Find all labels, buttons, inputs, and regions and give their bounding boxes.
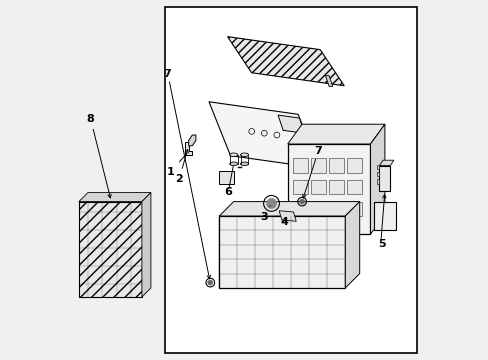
Polygon shape [379, 166, 389, 191]
Bar [310, 202, 325, 216]
Polygon shape [325, 76, 332, 86]
Bar [310, 158, 325, 173]
Text: 6: 6 [224, 187, 232, 197]
Text: 1: 1 [167, 153, 186, 177]
Polygon shape [345, 202, 359, 288]
Text: 5: 5 [378, 239, 385, 249]
Polygon shape [379, 160, 393, 166]
Ellipse shape [240, 162, 248, 166]
Text: 2: 2 [175, 149, 188, 184]
Polygon shape [142, 193, 151, 297]
FancyBboxPatch shape [165, 7, 416, 353]
Bar [346, 202, 361, 216]
Text: 7: 7 [163, 69, 170, 79]
Polygon shape [219, 216, 345, 288]
Bar [292, 180, 307, 194]
Polygon shape [370, 124, 384, 234]
Ellipse shape [229, 153, 237, 157]
Polygon shape [279, 211, 296, 221]
Bar [328, 202, 343, 216]
Text: 7: 7 [313, 146, 321, 156]
Circle shape [266, 198, 276, 208]
Bar [328, 158, 343, 173]
Polygon shape [227, 37, 344, 86]
Ellipse shape [240, 153, 248, 157]
Bar [219, 171, 233, 184]
Bar [346, 180, 361, 194]
Text: 3: 3 [260, 206, 270, 222]
Polygon shape [208, 102, 319, 168]
Circle shape [299, 199, 304, 204]
Polygon shape [79, 193, 151, 202]
Polygon shape [185, 142, 192, 155]
Polygon shape [278, 115, 304, 133]
Bar [292, 202, 307, 216]
Circle shape [207, 280, 212, 285]
Bar [310, 180, 325, 194]
Bar [376, 172, 379, 176]
Text: 4: 4 [280, 217, 288, 227]
Polygon shape [287, 124, 384, 144]
Bar [376, 165, 379, 169]
Polygon shape [79, 202, 142, 297]
Polygon shape [287, 144, 370, 234]
Bar [346, 158, 361, 173]
Polygon shape [188, 135, 196, 146]
Polygon shape [219, 202, 359, 216]
Bar [373, 202, 395, 230]
Bar [292, 158, 307, 173]
Text: 8: 8 [87, 114, 94, 125]
Bar [328, 180, 343, 194]
Ellipse shape [229, 162, 237, 166]
Bar [376, 179, 379, 184]
